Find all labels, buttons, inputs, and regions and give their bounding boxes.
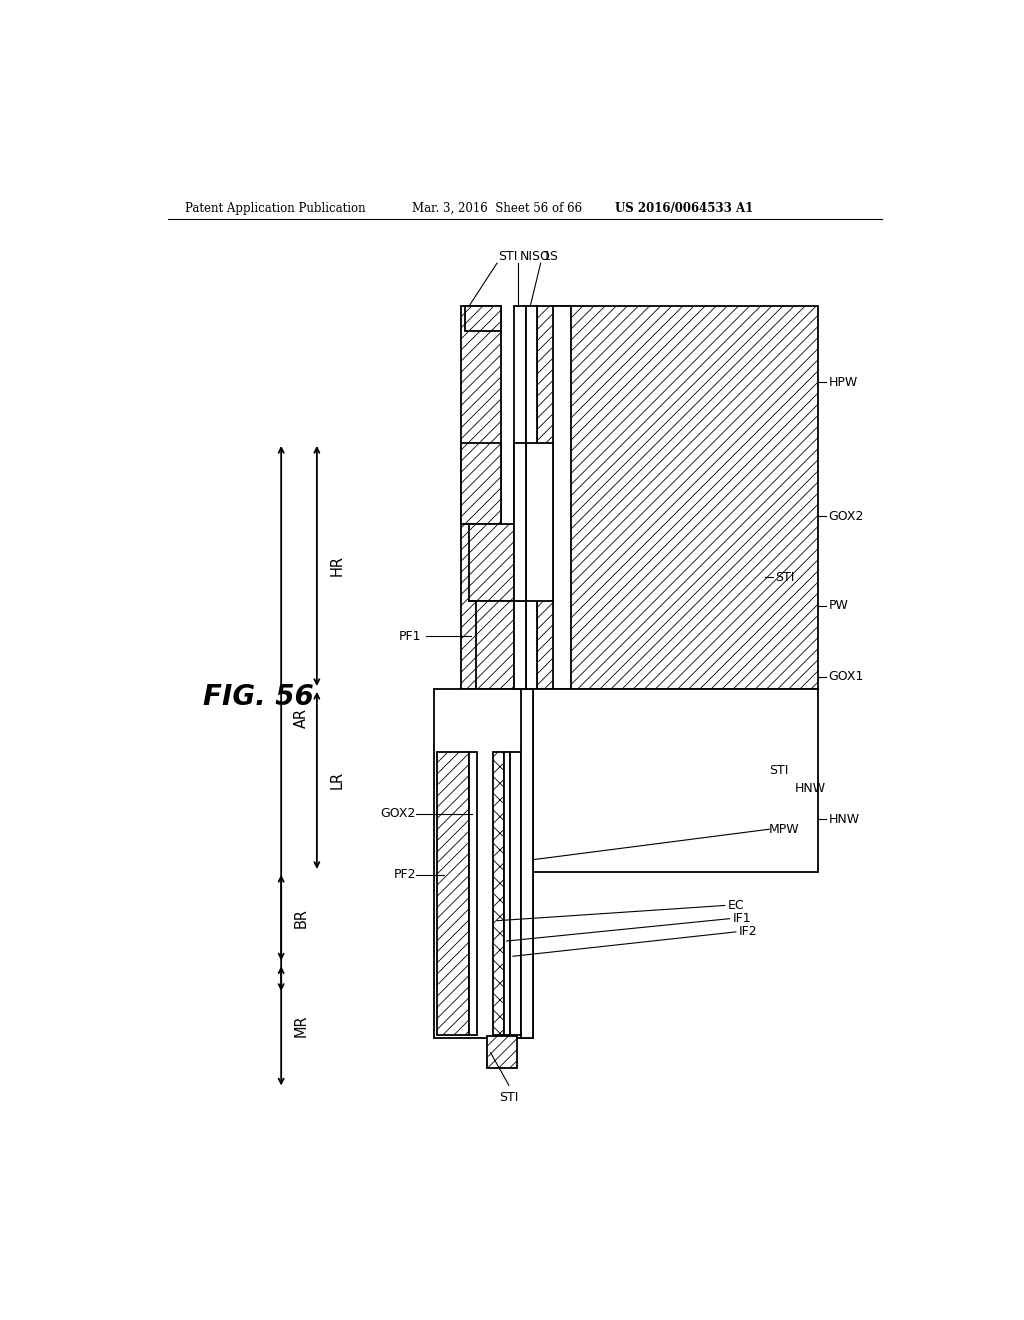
- Bar: [514, 601, 526, 689]
- Text: IF2: IF2: [739, 925, 758, 939]
- Text: LR: LR: [330, 771, 344, 789]
- Text: PF1: PF1: [399, 630, 422, 643]
- Text: US 2016/0064533 A1: US 2016/0064533 A1: [615, 202, 754, 215]
- Text: EC: EC: [728, 899, 744, 912]
- Text: NISO: NISO: [520, 249, 551, 263]
- Text: STI: STI: [775, 570, 795, 583]
- Text: Mar. 3, 2016  Sheet 56 of 66: Mar. 3, 2016 Sheet 56 of 66: [412, 202, 583, 215]
- Bar: [538, 306, 818, 689]
- Bar: [469, 752, 477, 1035]
- Bar: [486, 1036, 517, 1068]
- Text: PW: PW: [828, 599, 849, 612]
- Bar: [526, 444, 553, 601]
- Text: GOX1: GOX1: [828, 671, 864, 684]
- Text: AR: AR: [294, 709, 308, 729]
- Text: STI: STI: [499, 249, 518, 263]
- Bar: [514, 444, 526, 601]
- Text: STI: STI: [500, 1092, 518, 1105]
- Text: STI: STI: [769, 764, 788, 776]
- Text: HNW: HNW: [828, 813, 860, 825]
- Bar: [521, 689, 532, 1038]
- Bar: [461, 306, 501, 689]
- Bar: [514, 689, 818, 873]
- Bar: [553, 306, 570, 689]
- Text: BR: BR: [294, 908, 308, 928]
- Text: MR: MR: [294, 1015, 308, 1038]
- Text: IF1: IF1: [733, 912, 752, 925]
- Text: PF2: PF2: [393, 869, 416, 882]
- Bar: [469, 524, 514, 601]
- Text: HNW: HNW: [795, 781, 825, 795]
- Bar: [494, 752, 504, 1035]
- Text: 1S: 1S: [543, 249, 558, 263]
- Bar: [504, 752, 510, 1035]
- Text: GOX2: GOX2: [381, 808, 416, 821]
- Bar: [475, 601, 514, 689]
- Bar: [465, 306, 501, 331]
- Bar: [434, 689, 532, 1038]
- Text: GOX2: GOX2: [828, 510, 864, 523]
- Bar: [436, 752, 469, 1035]
- Text: Patent Application Publication: Patent Application Publication: [185, 202, 366, 215]
- Bar: [475, 689, 514, 701]
- Text: HPW: HPW: [828, 375, 858, 388]
- Bar: [461, 444, 501, 524]
- Text: FIG. 56: FIG. 56: [204, 682, 314, 711]
- Text: MPW: MPW: [769, 822, 800, 836]
- Bar: [510, 752, 521, 1035]
- Text: HR: HR: [330, 556, 344, 577]
- Bar: [526, 306, 538, 689]
- Bar: [514, 306, 526, 689]
- Bar: [461, 689, 514, 873]
